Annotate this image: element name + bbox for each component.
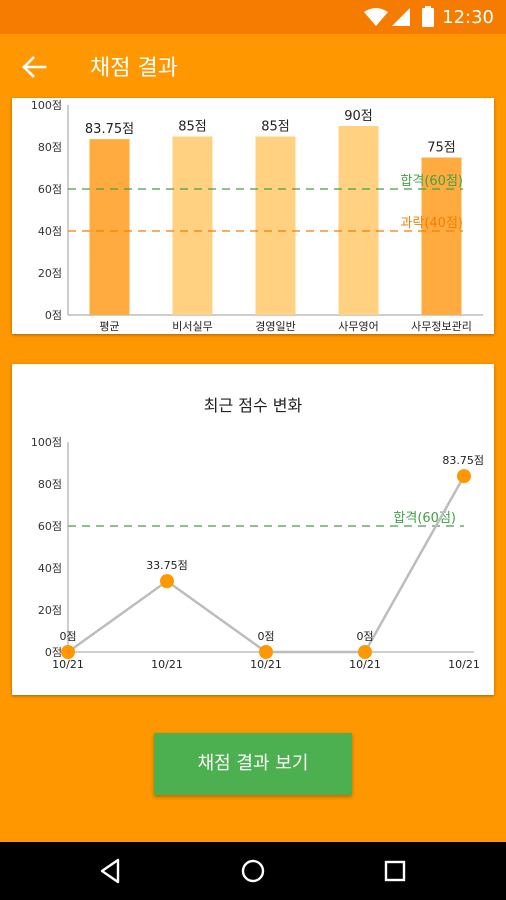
x-tick-label: 평균 <box>99 320 119 333</box>
view-results-button[interactable]: 채점 결과 보기 <box>154 733 352 795</box>
chart-title: 최근 점수 변화 <box>203 396 303 415</box>
status-time: 12:30 <box>442 7 494 28</box>
home-circle-icon[interactable] <box>238 856 268 886</box>
battery-icon <box>422 6 434 27</box>
app-bar: 채점 결과 <box>0 34 506 98</box>
point-value-label: 83.75점 <box>442 454 484 467</box>
x-tick-label: 10/21 <box>250 658 282 671</box>
wifi-icon <box>364 8 388 26</box>
navigation-bar <box>0 842 506 900</box>
bar-value-label: 75점 <box>427 141 456 156</box>
y-tick-label: 60점 <box>38 183 62 196</box>
bar-value-label: 85점 <box>178 120 207 135</box>
data-point <box>160 574 174 589</box>
signal-icon <box>392 8 410 26</box>
bar <box>338 126 379 315</box>
recents-square-icon[interactable] <box>380 856 410 886</box>
x-tick-label: 10/21 <box>151 658 183 671</box>
point-value-label: 0점 <box>356 630 373 643</box>
x-tick-label: 경영일반 <box>255 319 295 333</box>
bar <box>172 136 213 315</box>
x-tick-label: 10/21 <box>349 658 381 671</box>
data-point <box>259 645 273 659</box>
bar-value-label: 85점 <box>261 120 290 135</box>
back-triangle-icon[interactable] <box>96 856 126 886</box>
point-value-label: 33.75점 <box>146 559 188 572</box>
data-point <box>358 645 372 659</box>
x-tick-label: 사무정보관리 <box>411 320 472 333</box>
bar-value-label: 83.75점 <box>85 122 134 137</box>
x-tick-label: 비서실무 <box>172 320 212 333</box>
bar <box>89 139 130 315</box>
status-bar: 12:30 <box>0 0 506 34</box>
page-title: 채점 결과 <box>90 56 178 81</box>
reference-line-label: 합격(60점) <box>393 511 456 526</box>
arrow-left-icon[interactable] <box>20 52 50 82</box>
y-tick-label: 20점 <box>38 604 62 617</box>
y-tick-label: 0점 <box>45 309 62 322</box>
x-tick-label: 10/21 <box>448 658 480 671</box>
data-point <box>457 469 471 484</box>
y-tick-label: 60점 <box>38 520 62 533</box>
y-tick-label: 100점 <box>31 99 62 112</box>
series-line <box>67 475 466 654</box>
x-tick-label: 사무영어 <box>338 320 378 333</box>
reference-line-label: 과락(40점) <box>400 216 463 231</box>
y-tick-label: 40점 <box>38 225 62 238</box>
y-tick-label: 40점 <box>38 562 62 575</box>
point-value-label: 0점 <box>257 630 274 643</box>
reference-line-label: 합격(60점) <box>400 174 463 189</box>
y-tick-label: 100점 <box>31 436 62 449</box>
y-tick-label: 20점 <box>38 267 62 280</box>
recent-score-line-chart: 0점20점40점60점80점100점합격(60점)0점10/2133.75점10… <box>31 436 484 671</box>
x-tick-label: 10/21 <box>52 658 84 671</box>
y-tick-label: 80점 <box>38 141 62 154</box>
bar <box>421 157 462 315</box>
point-value-label: 0점 <box>59 630 76 643</box>
y-tick-label: 80점 <box>38 478 62 491</box>
bar <box>255 136 296 315</box>
recent-score-card: 최근 점수 변화 0점 20점 40점 60점 80점 100점 합격(60점) 0점 10/2… <box>12 364 494 695</box>
data-point <box>61 645 75 659</box>
y-tick-label: 0점 <box>45 646 62 659</box>
bar-value-label: 90점 <box>344 109 373 124</box>
